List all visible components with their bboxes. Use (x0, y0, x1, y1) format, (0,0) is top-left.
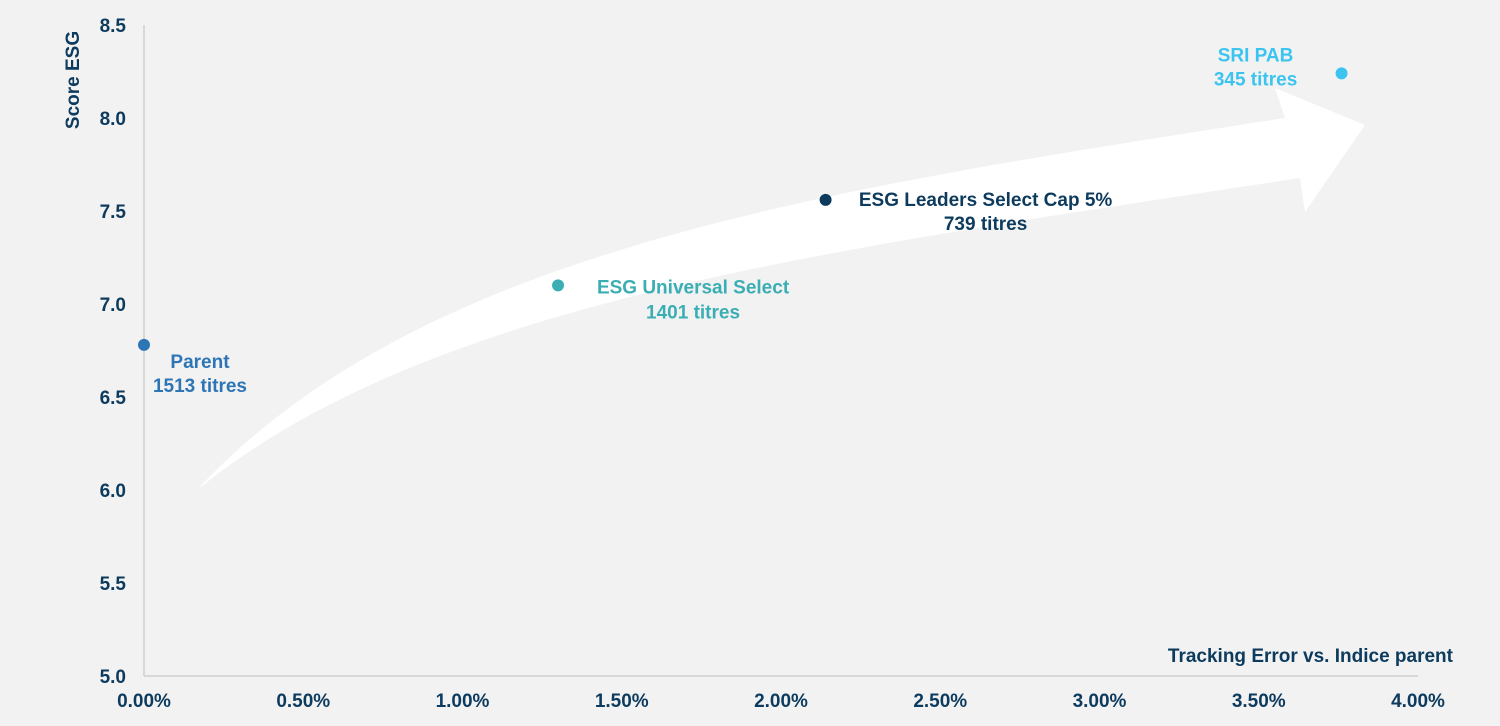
x-tick-label: 1.00% (436, 691, 490, 712)
axes (143, 25, 1418, 677)
y-tick-label: 8.0 (100, 109, 126, 130)
data-point (819, 193, 832, 206)
data-point-name: ESG Universal Select (597, 277, 790, 298)
x-tick-label: 3.50% (1232, 691, 1286, 712)
y-tick-label: 6.0 (100, 481, 126, 502)
y-tick-label: 7.0 (100, 295, 126, 316)
y-axis-ticks: 5.0 5.5 6.0 6.5 7.0 7.5 8.0 8.5 (100, 16, 127, 688)
y-tick-label: 5.0 (100, 667, 126, 688)
data-point-count: 739 titres (944, 214, 1027, 235)
data-point (1335, 67, 1348, 80)
y-axis-title: Score ESG (63, 31, 84, 129)
data-point-count: 345 titres (1214, 69, 1297, 90)
x-tick-label: 4.00% (1391, 691, 1445, 712)
data-points: Parent 1513 titres ESG Universal Select 140… (138, 45, 1348, 397)
x-tick-label: 0.00% (117, 691, 171, 712)
data-point-name: Parent (170, 352, 230, 373)
data-point (552, 279, 565, 292)
data-point-name: SRI PAB (1218, 45, 1294, 66)
x-tick-label: 2.50% (913, 691, 967, 712)
data-point-count: 1401 titres (646, 302, 740, 323)
x-tick-label: 2.00% (754, 691, 808, 712)
y-tick-label: 6.5 (100, 388, 127, 409)
y-tick-label: 7.5 (100, 202, 127, 223)
y-tick-label: 8.5 (100, 16, 127, 37)
data-point (138, 338, 150, 351)
data-point-name: ESG Leaders Select Cap 5% (859, 190, 1113, 211)
x-axis-ticks: 0.00% 0.50% 1.00% 1.50% 2.00% 2.50% 3.00% 3.50%… (117, 691, 1445, 712)
x-tick-label: 1.50% (595, 691, 649, 712)
x-axis-title: Tracking Error vs. Indice parent (1168, 646, 1454, 667)
x-tick-label: 0.50% (276, 691, 330, 712)
progression-arrow (197, 88, 1365, 490)
y-tick-label: 5.5 (100, 574, 127, 595)
x-tick-label: 3.00% (1073, 691, 1127, 712)
data-point-count: 1513 titres (153, 376, 247, 397)
